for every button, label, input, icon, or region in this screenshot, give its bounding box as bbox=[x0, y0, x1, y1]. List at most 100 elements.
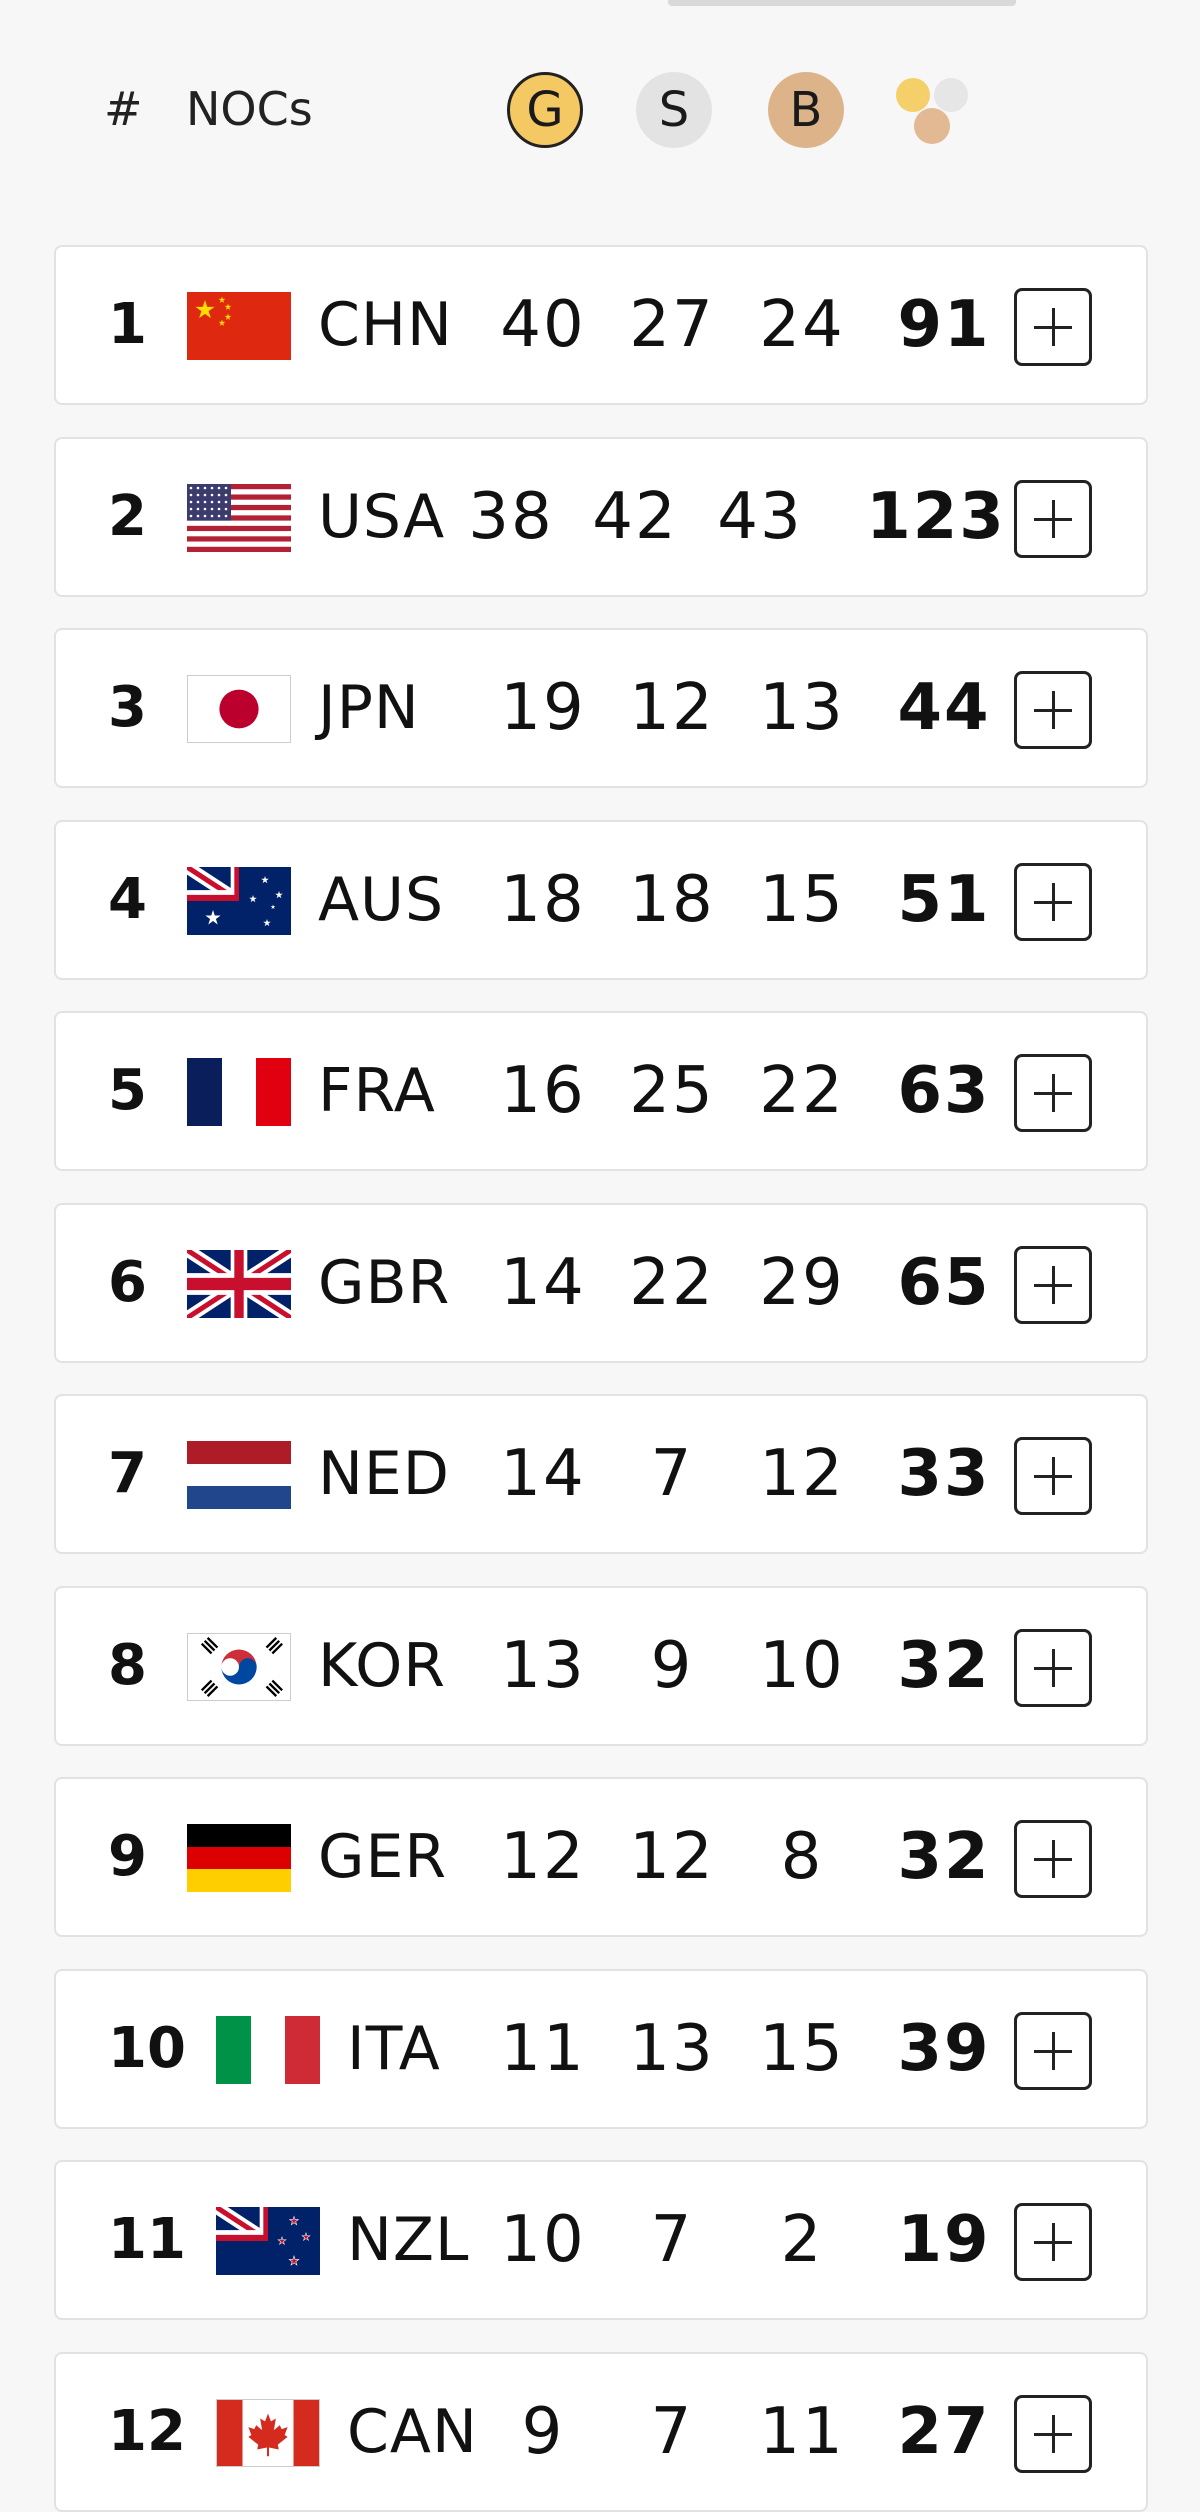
table-row[interactable]: 3 JPN 19 12 13 44 bbox=[54, 628, 1148, 788]
expand-row-button[interactable] bbox=[1014, 479, 1092, 558]
table-row[interactable]: 8 KOR 13 9 10 32 bbox=[54, 1585, 1148, 1746]
noc-code[interactable]: CAN bbox=[347, 2396, 478, 2467]
bronze-count: 12 bbox=[759, 1437, 845, 1511]
rank-value: 6 bbox=[108, 1249, 147, 1315]
rank-value: 7 bbox=[108, 1441, 147, 1506]
rank-value: 12 bbox=[108, 2398, 186, 2464]
silver-count: 12 bbox=[629, 1820, 715, 1894]
noc-code[interactable]: FRA bbox=[318, 1056, 436, 1126]
bronze-count: 24 bbox=[759, 288, 845, 362]
table-row[interactable]: 4 AUS 18 18 15 51 bbox=[54, 819, 1148, 980]
bronze-column-header[interactable]: B bbox=[768, 72, 844, 148]
usa-flag bbox=[187, 483, 291, 552]
gold-count: 19 bbox=[500, 671, 586, 745]
rank-value: 8 bbox=[108, 1632, 147, 1698]
italy-flag bbox=[216, 2015, 320, 2084]
rank-value: 2 bbox=[108, 483, 147, 549]
table-row[interactable]: 6 GBR 14 22 29 65 bbox=[54, 1202, 1148, 1363]
expand-row-button[interactable] bbox=[1014, 862, 1092, 941]
australia-flag bbox=[187, 866, 291, 935]
total-count: 32 bbox=[897, 1820, 991, 1894]
silver-count: 7 bbox=[650, 2203, 694, 2277]
silver-column-header[interactable]: S bbox=[636, 72, 712, 148]
total-count: 33 bbox=[897, 1437, 991, 1511]
silver-count: 7 bbox=[650, 2394, 694, 2469]
table-row[interactable]: 2 USA 38 42 43 123 bbox=[54, 436, 1148, 597]
total-count: 27 bbox=[897, 2394, 991, 2469]
total-count: 51 bbox=[897, 862, 991, 937]
table-row[interactable]: 12 CAN 9 7 11 27 bbox=[54, 2351, 1148, 2512]
expand-row-button[interactable] bbox=[1014, 1437, 1092, 1515]
germany-flag bbox=[187, 1824, 291, 1892]
expand-row-button[interactable] bbox=[1014, 1628, 1092, 1707]
silver-count: 9 bbox=[650, 1628, 694, 1703]
bronze-count: 15 bbox=[759, 862, 845, 937]
silver-count: 7 bbox=[650, 1437, 694, 1511]
top-tab-indicator bbox=[668, 0, 1016, 6]
table-row[interactable]: 1 CHN 40 27 24 91 bbox=[54, 245, 1148, 405]
noc-code[interactable]: ITA bbox=[347, 2013, 441, 2084]
bronze-count: 29 bbox=[759, 1245, 845, 1320]
expand-row-button[interactable] bbox=[1014, 1820, 1092, 1898]
expand-row-button[interactable] bbox=[1014, 671, 1092, 749]
gold-count: 14 bbox=[500, 1437, 586, 1511]
table-row[interactable]: 11 NZL 10 7 2 19 bbox=[54, 2160, 1148, 2320]
medal-table-header: # NOCs G S B bbox=[0, 60, 1200, 160]
south-korea-flag bbox=[187, 1632, 291, 1701]
bronze-count: 11 bbox=[759, 2394, 845, 2469]
gold-count: 40 bbox=[500, 288, 586, 362]
noc-code[interactable]: GER bbox=[318, 1822, 448, 1892]
rank-value: 10 bbox=[108, 2015, 186, 2081]
table-row[interactable]: 10 ITA 11 13 15 39 bbox=[54, 1968, 1148, 2129]
new-zealand-flag bbox=[216, 2207, 320, 2275]
noc-code[interactable]: GBR bbox=[318, 1247, 451, 1318]
noc-code[interactable]: USA bbox=[318, 481, 446, 552]
silver-count: 25 bbox=[629, 1054, 715, 1128]
total-count: 91 bbox=[897, 288, 991, 362]
bronze-count: 2 bbox=[780, 2203, 824, 2277]
gold-count: 18 bbox=[500, 862, 586, 937]
total-medals-icon[interactable] bbox=[892, 70, 982, 150]
total-count: 63 bbox=[897, 1054, 991, 1128]
gold-column-header[interactable]: G bbox=[507, 72, 583, 148]
silver-count: 18 bbox=[629, 862, 715, 937]
silver-count: 42 bbox=[592, 479, 678, 554]
bronze-count: 8 bbox=[780, 1820, 824, 1894]
expand-row-button[interactable] bbox=[1014, 2011, 1092, 2090]
total-count: 32 bbox=[897, 1628, 991, 1703]
silver-count: 13 bbox=[629, 2011, 715, 2086]
rank-value: 4 bbox=[108, 866, 147, 932]
noc-code[interactable]: AUS bbox=[318, 864, 445, 935]
bronze-count: 10 bbox=[759, 1628, 845, 1703]
gold-count: 13 bbox=[500, 1628, 586, 1703]
total-count: 44 bbox=[897, 671, 991, 745]
total-count: 123 bbox=[866, 479, 1006, 554]
table-row[interactable]: 5 FRA 16 25 22 63 bbox=[54, 1011, 1148, 1171]
bronze-count: 15 bbox=[759, 2011, 845, 2086]
expand-row-button[interactable] bbox=[1014, 288, 1092, 366]
rank-column-header: # bbox=[104, 82, 143, 136]
noc-code[interactable]: KOR bbox=[318, 1630, 446, 1701]
rank-value: 3 bbox=[108, 675, 147, 740]
bronze-count: 43 bbox=[717, 479, 803, 554]
table-row[interactable]: 9 GER 12 12 8 32 bbox=[54, 1777, 1148, 1937]
noc-column-header[interactable]: NOCs bbox=[186, 82, 313, 136]
expand-row-button[interactable] bbox=[1014, 2203, 1092, 2281]
rank-value: 9 bbox=[108, 1824, 147, 1889]
netherlands-flag bbox=[187, 1441, 291, 1509]
japan-flag bbox=[187, 675, 291, 743]
expand-row-button[interactable] bbox=[1014, 2394, 1092, 2473]
expand-row-button[interactable] bbox=[1014, 1054, 1092, 1132]
noc-code[interactable]: NZL bbox=[347, 2205, 470, 2275]
bronze-count: 22 bbox=[759, 1054, 845, 1128]
gold-count: 11 bbox=[500, 2011, 586, 2086]
noc-code[interactable]: NED bbox=[318, 1439, 450, 1509]
silver-count: 12 bbox=[629, 671, 715, 745]
rank-value: 11 bbox=[108, 2207, 186, 2272]
silver-count: 27 bbox=[629, 288, 715, 362]
expand-row-button[interactable] bbox=[1014, 1245, 1092, 1324]
noc-code[interactable]: JPN bbox=[318, 673, 420, 743]
table-row[interactable]: 7 NED 14 7 12 33 bbox=[54, 1394, 1148, 1554]
noc-code[interactable]: CHN bbox=[318, 290, 453, 360]
great-britain-flag bbox=[187, 1249, 291, 1318]
